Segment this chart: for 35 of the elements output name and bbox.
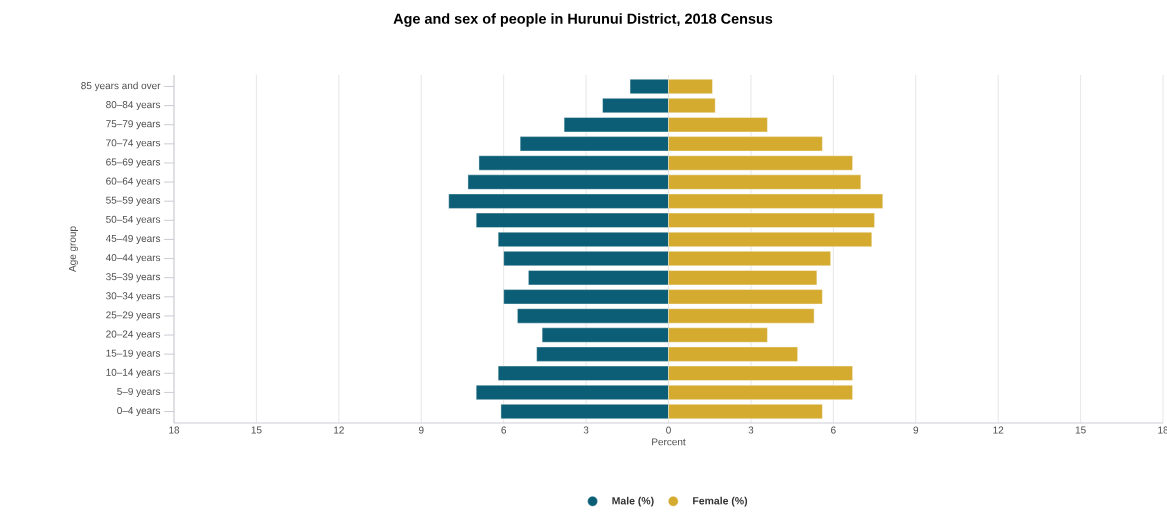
y-tick-label: 60–64 years bbox=[106, 177, 161, 187]
x-tick-label: 15 bbox=[251, 426, 262, 434]
x-tick-label: 3 bbox=[748, 426, 754, 434]
y-tick-label: 10–14 years bbox=[106, 368, 161, 378]
x-axis-title: Percent bbox=[652, 438, 686, 446]
x-tick-label: 3 bbox=[583, 426, 589, 434]
y-tick-label: 70–74 years bbox=[106, 139, 161, 149]
x-tick-label: 6 bbox=[501, 426, 507, 434]
y-tick-label: 45–49 years bbox=[105, 234, 161, 244]
y-tick-label: 55–59 years bbox=[106, 196, 161, 206]
chart-title: Age and sex of people in Hurunui District, 2018 Census bbox=[393, 13, 773, 27]
x-tick-label: 9 bbox=[913, 426, 919, 434]
legend-label: Female (%) bbox=[693, 496, 748, 507]
x-tick-label: 18 bbox=[169, 426, 180, 434]
y-tick-label: 50–54 years bbox=[106, 215, 161, 225]
y-tick-label: 40–44 years bbox=[105, 254, 161, 264]
legend-label: Male (%) bbox=[612, 496, 654, 507]
y-tick-label: 30–34 years bbox=[106, 292, 161, 302]
x-tick-label: 12 bbox=[993, 426, 1004, 434]
y-tick-label: 35–39 years bbox=[106, 273, 161, 283]
y-axis-title: Age group bbox=[68, 226, 78, 272]
y-tick-label: 0–4 years bbox=[117, 407, 161, 417]
x-tick-label: 6 bbox=[831, 426, 836, 434]
y-tick-label: 5–9 years bbox=[117, 387, 161, 397]
x-tick-label: 15 bbox=[1075, 426, 1086, 434]
y-tick-label: 75–79 years bbox=[106, 120, 161, 130]
y-tick-label: 25–29 years bbox=[106, 311, 161, 321]
x-tick-label: 0 bbox=[666, 426, 671, 434]
x-tick-label: 9 bbox=[418, 426, 424, 434]
x-tick-label: 12 bbox=[334, 426, 344, 434]
y-tick-label: 65–69 years bbox=[106, 158, 161, 168]
y-tick-label: 15–19 years bbox=[106, 349, 161, 359]
y-tick-label: 80–84 years bbox=[106, 101, 161, 111]
y-tick-label: 85 years and over bbox=[81, 81, 161, 92]
y-tick-label: 20–24 years bbox=[106, 330, 161, 340]
